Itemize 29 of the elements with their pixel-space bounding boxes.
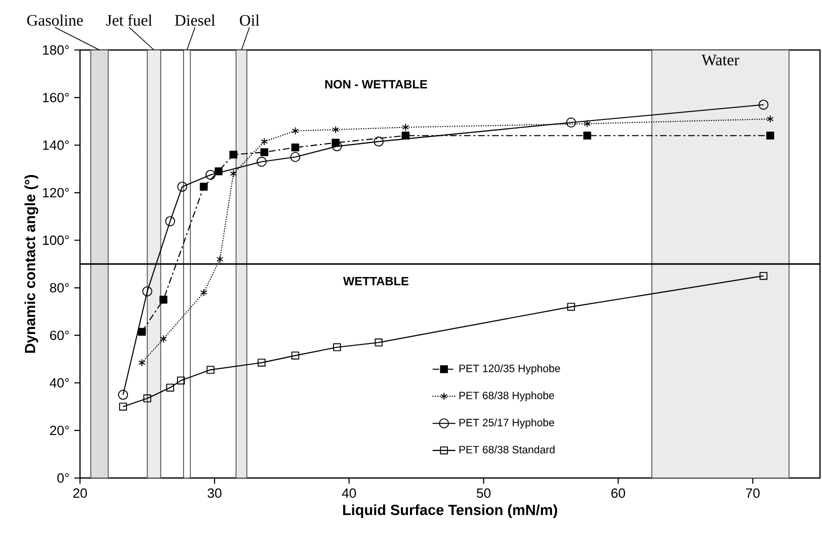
- band-label: Oil: [240, 14, 260, 26]
- x-tick-label: 30: [208, 488, 222, 498]
- x-tick-label: 50: [476, 488, 491, 498]
- y-tick-label: 120°: [43, 188, 69, 198]
- y-tick-label: 20°: [50, 426, 69, 436]
- band-label: Water: [702, 54, 740, 66]
- y-tick-label: 180°: [43, 45, 69, 55]
- x-axis-title: Liquid Surface Tension (mN/m): [343, 504, 558, 518]
- y-tick-label: 100°: [43, 236, 69, 245]
- band-label: Gasoline: [27, 14, 83, 26]
- y-tick-label: 160°: [43, 92, 69, 102]
- x-tick-label: 60: [611, 488, 626, 498]
- legend-label: PET 25/17 Hyphobe: [459, 418, 554, 428]
- y-tick-label: 60°: [50, 330, 69, 340]
- legend-label: PET 68/38 Standard: [459, 446, 555, 454]
- y-tick-label: 40°: [50, 378, 69, 388]
- annotation: WETTABLE: [343, 276, 408, 286]
- x-tick-label: 40: [342, 488, 356, 498]
- y-tick-label: 80°: [50, 283, 69, 292]
- band-label: Diesel: [174, 14, 216, 26]
- x-tick-label: 70: [746, 488, 760, 498]
- y-tick-label: 140°: [43, 140, 69, 150]
- legend-label: PET 120/35 Hyphobe: [459, 364, 560, 374]
- y-axis-title: Dynamic contact angle (°): [24, 175, 38, 353]
- annotation: NON - WETTABLE: [325, 80, 428, 88]
- legend-label: PET 68/38 Hyphobe: [459, 391, 554, 402]
- y-tick-label: 0°: [57, 473, 69, 483]
- band-label: Jet fuel: [106, 14, 152, 26]
- x-tick-label: 20: [73, 488, 87, 498]
